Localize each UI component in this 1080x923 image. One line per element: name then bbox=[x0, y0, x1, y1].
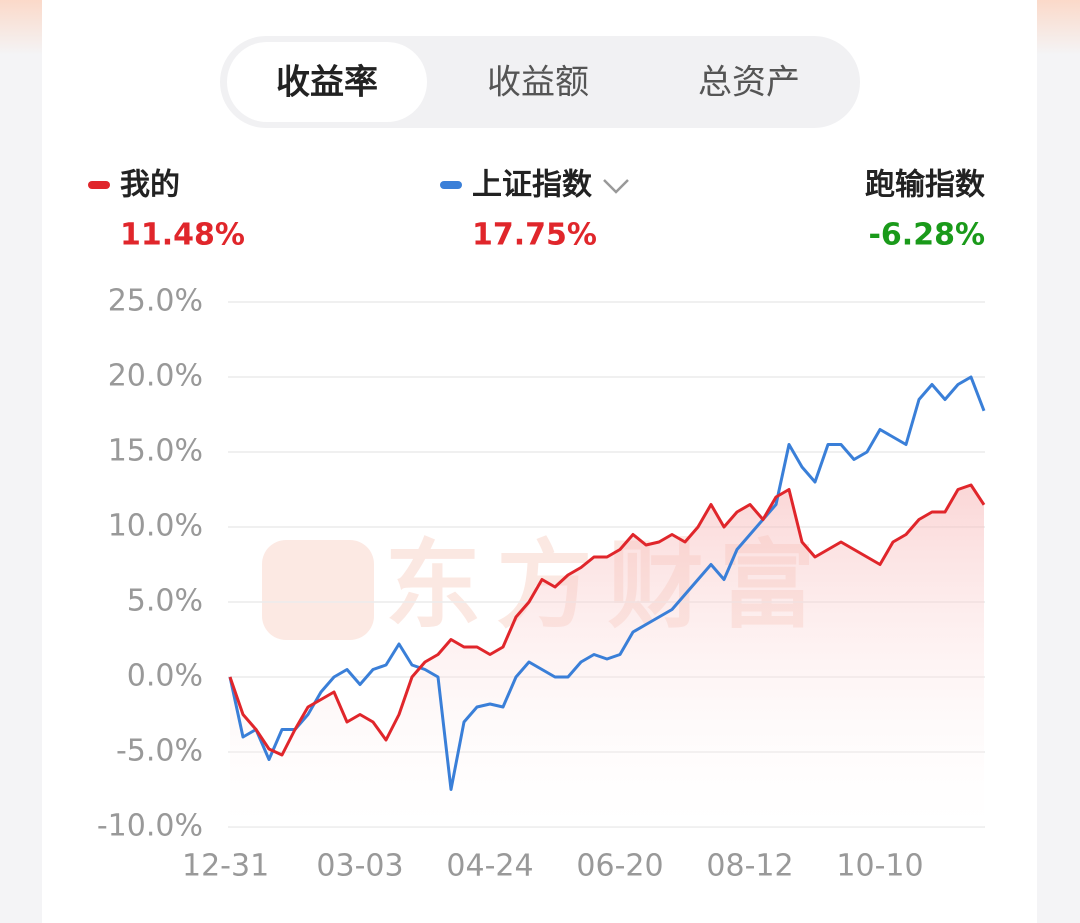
y-tick-label: 25.0% bbox=[108, 284, 203, 319]
y-tick-label: 15.0% bbox=[108, 434, 203, 469]
x-tick-label: 12-31 bbox=[182, 849, 269, 884]
y-tick-label: 5.0% bbox=[127, 584, 203, 619]
relative-value: -6.28% bbox=[868, 218, 985, 253]
legend-label: 我的 bbox=[120, 168, 180, 203]
legend-swatch bbox=[440, 181, 462, 189]
y-tick-label: 10.0% bbox=[108, 509, 203, 544]
x-tick-label: 03-03 bbox=[316, 849, 403, 884]
corner-decoration bbox=[1037, 0, 1080, 55]
x-tick-label: 06-20 bbox=[576, 849, 663, 884]
series-line bbox=[228, 375, 986, 791]
y-tick-label: 20.0% bbox=[108, 359, 203, 394]
corner-decoration bbox=[0, 0, 42, 55]
series-line bbox=[228, 483, 986, 757]
x-tick-label: 10-10 bbox=[836, 849, 923, 884]
legend-swatch bbox=[88, 181, 110, 189]
x-tick-label: 08-12 bbox=[706, 849, 793, 884]
y-tick-label: 0.0% bbox=[127, 659, 203, 694]
change-label: 17.75% bbox=[472, 218, 597, 253]
tab[interactable]: 收益额 bbox=[487, 63, 589, 103]
legend-label: 上证指数 bbox=[472, 168, 593, 203]
tab-selected[interactable] bbox=[227, 42, 427, 122]
x-tick-label: 04-24 bbox=[446, 849, 533, 884]
change-label: 11.48% bbox=[120, 218, 245, 253]
relative-label: 跑输指数 bbox=[865, 168, 986, 203]
tab[interactable]: 收益率 bbox=[276, 63, 378, 103]
y-tick-label: -10.0% bbox=[97, 809, 203, 844]
series-area bbox=[230, 485, 984, 827]
dropdown-icon[interactable] bbox=[603, 179, 629, 194]
y-tick-label: -5.0% bbox=[116, 734, 203, 769]
watermark-logo bbox=[262, 540, 374, 640]
tab[interactable]: 总资产 bbox=[698, 63, 800, 103]
